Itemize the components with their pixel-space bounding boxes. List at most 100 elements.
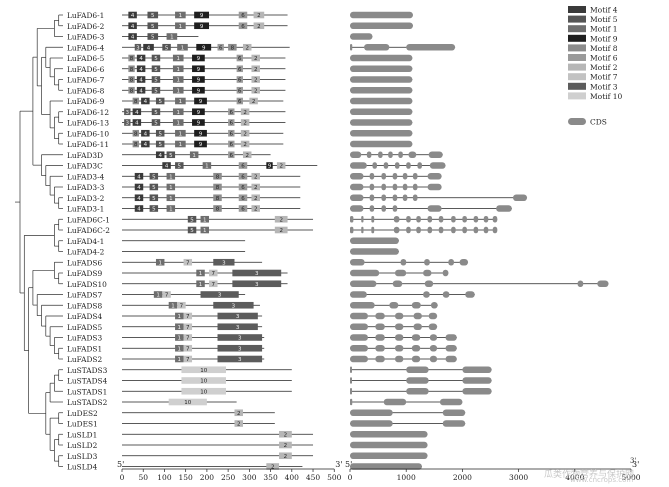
cds-exon [350,11,413,19]
motif-number: 1 [178,346,182,352]
motif-number: 1 [169,174,173,180]
gene-label: LuSLD1 [67,430,97,439]
cds-exon [512,194,528,202]
motif-number: 3 [238,346,242,352]
motif-box [141,97,150,105]
gene-label: LuFAD6-6 [67,65,105,74]
motif-box [175,334,184,341]
structure-row [350,140,413,148]
motif-box [134,183,144,191]
gene-label: LuFADS9 [67,269,102,278]
structure-row [350,162,446,169]
cds-exon [406,226,411,234]
cds-exon [400,258,407,266]
cds-exon [406,387,429,395]
cds-exon [483,226,489,234]
motif-box [238,22,248,30]
axis-tick-label: 300 [242,473,257,482]
cds-exon [369,183,375,191]
cds-exon [411,301,421,309]
cds-exon [412,194,418,202]
motif-box [134,172,144,180]
motif-box [238,172,248,180]
motif-number: 9 [199,142,203,148]
cds-exon [389,301,399,309]
cds-exon [465,291,475,298]
motif-number: 5 [165,45,169,51]
motif-box [200,226,210,234]
motif-box [266,463,280,470]
gene-label: LuFAD6-11 [67,140,109,149]
cds-exon [392,205,398,212]
motif-box [132,108,142,116]
motif-number: 7 [186,346,190,352]
cds-exon [364,43,390,51]
gene-label: LuSTADS2 [67,398,107,407]
motif-number: 2 [254,67,258,73]
cds-exon [430,301,438,309]
motif-number: 2 [284,443,288,449]
motif-box [172,65,184,73]
motif-box [253,22,265,30]
motif-number: 1 [176,67,180,73]
motif-box [155,97,165,105]
motif-box [181,377,227,384]
motif-box [151,54,161,62]
motif-box [149,205,159,212]
axis-tick-label: 2000 [453,473,472,482]
motif-box [194,22,210,30]
motif-box [253,11,265,19]
motif-number: 8 [130,67,134,73]
motif-number: 3 [255,282,259,288]
motif-row: 4 5 1 6 2 [122,151,271,159]
motif-box [279,430,292,438]
cds-exon [381,194,386,202]
motif-number: 6 [241,196,245,202]
motif-box [183,355,193,363]
cds-exon [350,312,368,320]
motif-number: 4 [144,99,148,105]
cds-exon [424,258,430,266]
motif-box [168,398,207,406]
motif-box [172,76,184,83]
motif-number: 1 [178,325,182,331]
motif-number: 7 [180,303,184,309]
motif-box [236,97,243,105]
cds-exon [442,420,466,427]
gene-label: LuSLD2 [67,441,97,450]
motif-box [128,11,137,19]
cds-exon [350,237,399,245]
motif-box [166,172,176,180]
structure-row [350,441,428,449]
structure-row [350,463,422,470]
axis-start-label: 5' [117,460,124,469]
motif-number: 7 [186,314,190,320]
gene-label: LuFAD6-13 [67,119,109,128]
motif-number: 3 [126,121,130,127]
cds-exon [442,291,450,298]
motif-box [166,183,176,191]
motif-number: 4 [139,56,143,62]
motif-box [155,140,165,148]
cds-exon [577,280,584,288]
cds-exon [411,344,421,352]
motif-number: 5 [178,164,182,170]
cds-exon [394,334,404,341]
motif-number: 10 [200,379,207,385]
motif-number: 8 [130,56,134,62]
cds-exon [383,398,407,406]
motif-box [162,162,171,169]
legend-label: Motif 1 [590,25,618,34]
cds-exon [375,323,385,331]
motif-number: 7 [165,293,169,299]
motif-number: 3 [236,325,240,331]
cds-exon [462,226,467,234]
motif-box [194,140,207,148]
cds-exon [350,194,364,202]
motif-box [213,183,222,191]
motif-box [251,194,260,202]
motif-row: 2 [122,430,314,438]
